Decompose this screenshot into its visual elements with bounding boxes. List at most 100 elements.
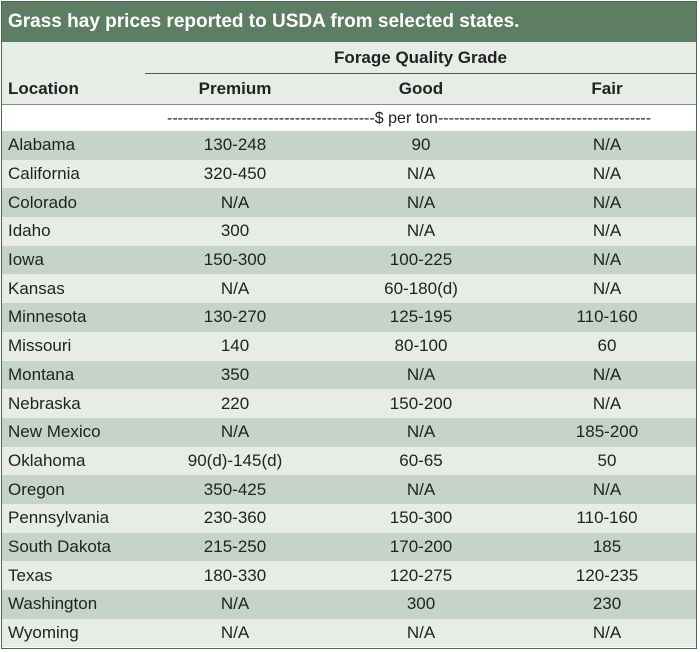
table-row: Iowa 150-300 100-225 N/A [2, 245, 696, 275]
fair-cell: N/A [592, 364, 622, 384]
premium-cell: 150-300 [203, 250, 267, 270]
fair-cell: 120-235 [575, 565, 639, 585]
table-header: Forage Quality Grade Location Premium Go… [2, 42, 696, 104]
location-cell: Missouri [8, 336, 72, 356]
location-cell: Oklahoma [8, 450, 86, 470]
premium-cell: 300 [220, 221, 250, 241]
premium-cell: 130-248 [203, 135, 267, 155]
location-cell: Iowa [8, 250, 44, 270]
good-cell: 170-200 [389, 536, 453, 556]
good-cell: N/A [406, 164, 436, 184]
table-row: Oklahoma 90(d)-145(d) 60-65 50 [2, 446, 696, 476]
good-cell: 300 [406, 594, 436, 614]
good-cell: N/A [406, 192, 436, 212]
table-row: Pennsylvania 230-360 150-300 110-160 [2, 503, 696, 533]
premium-cell: 90(d)-145(d) [187, 450, 283, 470]
premium-cell: N/A [220, 422, 250, 442]
table-row: New Mexico N/A N/A 185-200 [2, 417, 696, 447]
table-title: Grass hay prices reported to USDA from s… [2, 2, 696, 42]
location-cell: Minnesota [8, 307, 87, 327]
premium-cell: 215-250 [203, 536, 267, 556]
location-cell: Wyoming [8, 623, 79, 643]
premium-column-header: Premium [198, 79, 272, 98]
table-row: Wyoming N/A N/A N/A [2, 618, 696, 648]
good-cell: N/A [406, 221, 436, 241]
location-cell: Pennsylvania [8, 508, 110, 528]
location-cell: Texas [8, 565, 53, 585]
good-column-header: Good [398, 79, 444, 98]
premium-cell: 320-450 [203, 164, 267, 184]
fair-cell: 110-160 [576, 307, 638, 327]
table-row: Washington N/A 300 230 [2, 590, 696, 619]
premium-cell: 230-360 [203, 508, 267, 528]
fair-cell: 60 [597, 336, 617, 356]
fair-cell: N/A [592, 164, 622, 184]
table-row: Idaho 300 N/A N/A [2, 217, 696, 246]
premium-cell: 350 [220, 364, 250, 384]
location-cell: Washington [8, 594, 98, 614]
header-divider [145, 73, 696, 74]
fair-cell: 50 [597, 450, 617, 470]
fair-cell: 110-160 [576, 508, 638, 528]
table-row: Minnesota 130-270 125-195 110-160 [2, 303, 696, 332]
premium-cell: 130-270 [203, 307, 267, 327]
table-row: Montana 350 N/A N/A [2, 360, 696, 390]
location-cell: Alabama [8, 135, 76, 155]
table-row: California 320-450 N/A N/A [2, 159, 696, 189]
table-row: South Dakota 215-250 170-200 185 [2, 532, 696, 562]
good-cell: N/A [406, 623, 436, 643]
good-cell: 60-180(d) [384, 278, 458, 298]
location-cell: Oregon [8, 479, 65, 499]
good-cell: 150-300 [389, 508, 453, 528]
table-row: Kansas N/A 60-180(d) N/A [2, 274, 696, 304]
fair-cell: N/A [592, 393, 622, 413]
good-cell: N/A [406, 364, 436, 384]
premium-cell: 220 [220, 393, 250, 413]
units-row: ---------------------------------------$… [2, 104, 696, 131]
location-cell: New Mexico [8, 422, 101, 442]
forage-quality-grade-header: Forage Quality Grade [334, 48, 507, 67]
fair-cell: 230 [592, 594, 622, 614]
good-cell: 100-225 [389, 250, 453, 270]
location-cell: Colorado [8, 192, 77, 212]
table-row: Colorado N/A N/A N/A [2, 188, 696, 218]
fair-column-header: Fair [591, 79, 623, 98]
table-row: Oregon 350-425 N/A N/A [2, 475, 696, 504]
table-row: Texas 180-330 120-275 120-235 [2, 561, 696, 590]
location-cell: Montana [8, 364, 75, 384]
fair-cell: 185-200 [575, 422, 639, 442]
fair-cell: N/A [592, 221, 622, 241]
good-cell: N/A [406, 479, 436, 499]
location-cell: South Dakota [8, 536, 112, 556]
good-cell: 60-65 [399, 450, 443, 470]
premium-cell: N/A [220, 278, 250, 298]
premium-cell: 140 [220, 336, 250, 356]
location-cell: Idaho [8, 221, 51, 241]
table-row: Alabama 130-248 90 N/A [2, 131, 696, 160]
premium-cell: 180-330 [203, 565, 267, 585]
good-cell: N/A [406, 422, 436, 442]
fair-cell: 185 [592, 536, 622, 556]
fair-cell: N/A [592, 623, 622, 643]
location-cell: Nebraska [8, 393, 81, 413]
location-cell: Kansas [8, 278, 65, 298]
location-column-header: Location [8, 79, 79, 98]
premium-cell: 350-425 [203, 479, 267, 499]
fair-cell: N/A [592, 278, 622, 298]
table-row: Nebraska 220 150-200 N/A [2, 389, 696, 418]
good-cell: 125-195 [389, 307, 453, 327]
table-body: Alabama 130-248 90 N/A California 320-450 N/A N… [2, 131, 696, 648]
good-cell: 90 [411, 135, 431, 155]
fair-cell: N/A [592, 250, 622, 270]
fair-cell: N/A [592, 479, 622, 499]
premium-cell: N/A [220, 192, 250, 212]
table-row: Missouri 140 80-100 60 [2, 331, 696, 361]
premium-cell: N/A [220, 623, 250, 643]
premium-cell: N/A [220, 594, 250, 614]
location-cell: California [8, 164, 80, 184]
good-cell: 120-275 [389, 565, 453, 585]
good-cell: 150-200 [389, 393, 453, 413]
good-cell: 80-100 [394, 336, 448, 356]
fair-cell: N/A [592, 192, 622, 212]
